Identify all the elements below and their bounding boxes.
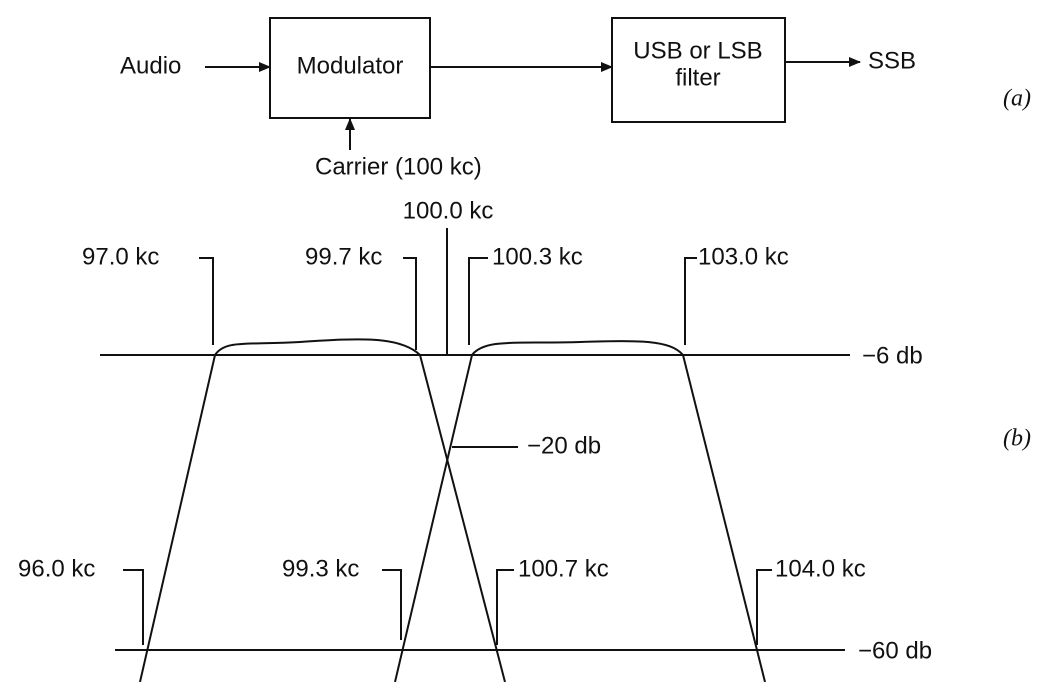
carrier-label: Carrier (100 kc) — [315, 153, 482, 180]
carrier-freq: 100.0 kc — [403, 197, 494, 224]
freq-label: 100.3 kc — [492, 243, 583, 270]
filter-label: USB or LSB — [633, 37, 762, 64]
filter-label: filter — [675, 64, 720, 91]
output-label: SSB — [868, 47, 916, 74]
leader — [382, 569, 402, 640]
freq-label: 103.0 kc — [698, 243, 789, 270]
leader — [756, 569, 772, 645]
freq-label: 96.0 kc — [18, 555, 95, 582]
part-label: (b) — [1003, 426, 1031, 452]
leader — [468, 257, 488, 345]
modulator-label: Modulator — [297, 52, 404, 79]
leader — [403, 257, 417, 350]
level-label: −60 db — [858, 637, 932, 664]
lsb-curve — [139, 338, 506, 682]
leader — [496, 569, 514, 645]
freq-label: 104.0 kc — [775, 555, 866, 582]
level-label: −20 db — [527, 432, 601, 459]
part-label: (a) — [1003, 86, 1031, 112]
leader — [199, 257, 214, 345]
leader — [684, 257, 697, 345]
freq-label: 100.7 kc — [518, 555, 609, 582]
freq-label: 99.3 kc — [282, 555, 359, 582]
freq-label: 99.7 kc — [305, 243, 382, 270]
level-label: −6 db — [862, 342, 923, 369]
block-diagram: Audio Modulator USB or LSB filter SSB Ca… — [120, 17, 1031, 180]
input-label: Audio — [120, 52, 181, 79]
filter-response: 100.0 kc −6 db −20 db −60 db 97.0 kc 99.… — [18, 197, 1031, 682]
freq-label: 97.0 kc — [82, 243, 159, 270]
usb-curve — [394, 340, 766, 682]
filter-box — [611, 17, 786, 123]
leader — [123, 569, 144, 645]
